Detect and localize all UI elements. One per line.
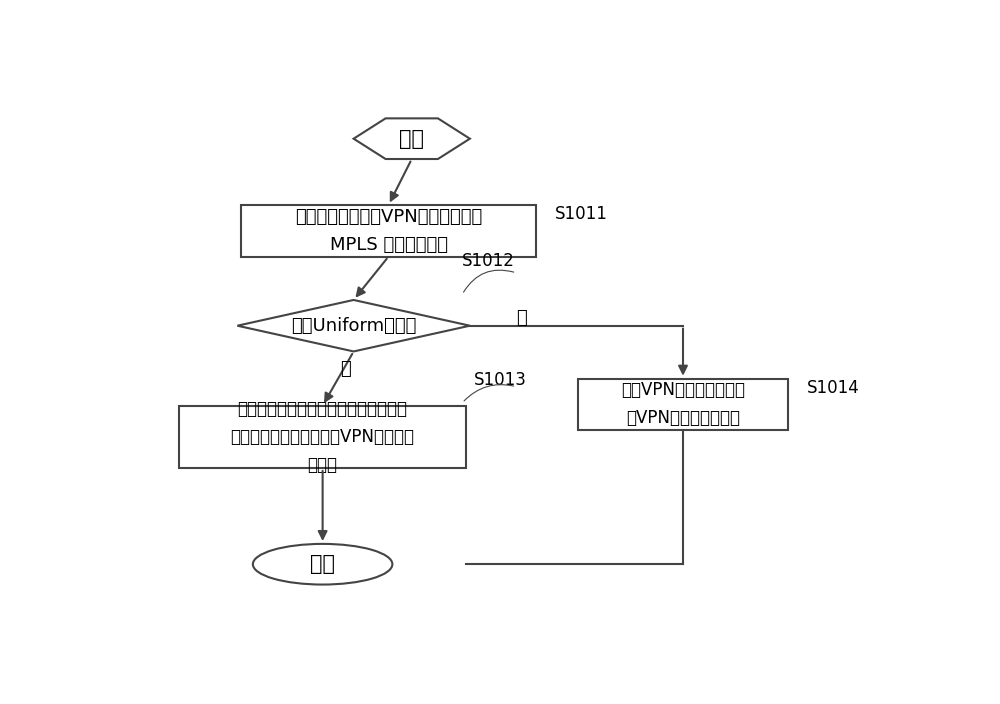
Ellipse shape xyxy=(253,544,392,584)
Text: 是: 是 xyxy=(340,360,351,377)
FancyBboxPatch shape xyxy=(241,205,536,256)
FancyBboxPatch shape xyxy=(578,379,788,430)
Text: S1012: S1012 xyxy=(462,252,515,270)
Polygon shape xyxy=(237,300,470,351)
Text: 是否Uniform模式？: 是否Uniform模式？ xyxy=(291,317,416,334)
Text: S1011: S1011 xyxy=(555,205,608,223)
Text: 检查接收报文所属VPN实例下配置的
MPLS 差分服务模式: 检查接收报文所属VPN实例下配置的 MPLS 差分服务模式 xyxy=(295,208,482,253)
Text: S1014: S1014 xyxy=(807,379,860,396)
FancyBboxPatch shape xyxy=(179,406,466,468)
Text: 获取报文在设备内部的优先级，将该优
先级按照一定的规则得到VPN业务标签
优先级: 获取报文在设备内部的优先级，将该优 先级按照一定的规则得到VPN业务标签 优先级 xyxy=(231,400,415,474)
Polygon shape xyxy=(354,118,470,159)
Text: 结束: 结束 xyxy=(310,554,335,574)
Text: 否: 否 xyxy=(516,308,527,327)
Text: S1013: S1013 xyxy=(474,372,527,389)
Text: 开始: 开始 xyxy=(399,129,424,149)
Text: 根据VPN指定的优先级作
为VPN业务标签优先级: 根据VPN指定的优先级作 为VPN业务标签优先级 xyxy=(621,382,745,427)
